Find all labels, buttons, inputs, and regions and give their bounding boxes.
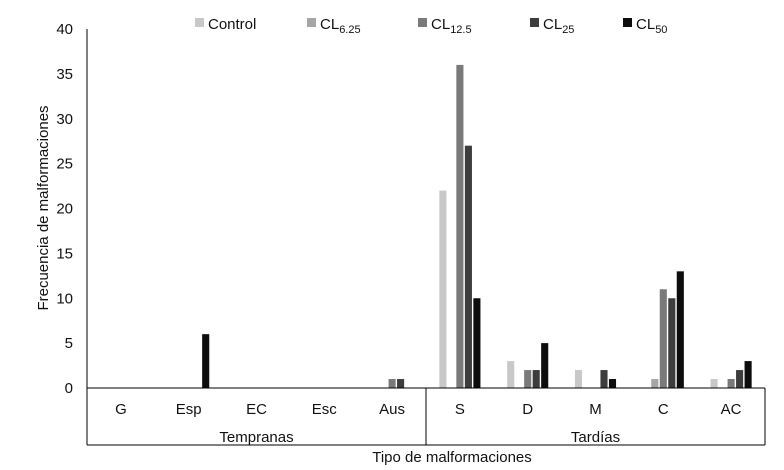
y-tick-label: 20 — [56, 201, 73, 218]
bar-CL12.5-S — [456, 64, 464, 389]
x-tick-label: Aus — [379, 401, 405, 418]
bar-CL25-Aus — [397, 379, 405, 388]
y-tick-label: 15 — [56, 245, 73, 262]
x-tick-label: EC — [246, 401, 267, 418]
x-tick-label: Esp — [176, 401, 202, 418]
bar-CL50-M — [608, 379, 617, 388]
y-axis-title: Frecuencia de malformaciones — [35, 105, 52, 310]
bar-CL25-S — [464, 145, 472, 388]
bar-CL50-AC — [744, 361, 752, 388]
x-tick-label: G — [115, 401, 127, 418]
x-axis: Tempranas Tardías G Esp EC Esc Aus S D M C AC — [87, 387, 766, 446]
bars — [202, 64, 752, 389]
bar-CL25-M — [600, 370, 608, 388]
bar-CL12.5-Aus — [388, 379, 396, 388]
bar-CL50-Esp — [202, 334, 210, 388]
bar-Control-D — [507, 361, 515, 388]
x-tick-label: Esc — [312, 401, 338, 418]
bar-Control-S — [439, 190, 447, 388]
legend-label: CL12.5 — [431, 16, 472, 36]
bar-CL6.25-C — [651, 379, 659, 388]
y-tick-label: 40 — [56, 21, 73, 38]
bar-CL50-S — [473, 298, 481, 388]
y-tick-label: 35 — [56, 66, 73, 83]
legend-label: CL25 — [543, 16, 574, 36]
bar-CL50-D — [541, 343, 549, 388]
x-axis-title: Tipo de malformaciones — [372, 449, 532, 466]
legend-swatch — [195, 18, 204, 27]
y-tick-label: 10 — [56, 290, 73, 307]
bar-CL12.5-D — [524, 370, 532, 388]
y-tick-label: 0 — [65, 380, 73, 397]
legend-label: CL50 — [636, 16, 667, 36]
y-tick-label: 5 — [65, 335, 73, 352]
legend-swatch — [418, 18, 427, 27]
legend-swatch — [307, 18, 316, 27]
y-tick-label: 30 — [56, 111, 73, 128]
legend-label: CL6.25 — [320, 16, 361, 36]
legend: Control CL6.25 CL12.5 CL25 CL50 — [195, 16, 667, 36]
x-tick-label: D — [522, 401, 533, 418]
bar-CL25-AC — [736, 370, 744, 388]
bar-CL12.5-C — [659, 289, 667, 388]
legend-swatch — [530, 18, 539, 27]
bar-CL25-D — [532, 370, 540, 388]
x-tick-label: AC — [721, 401, 742, 418]
group-label: Tardías — [571, 429, 620, 446]
group-label: Tempranas — [219, 429, 293, 446]
y-tick-label: 25 — [56, 156, 73, 173]
y-axis: 0 5 10 15 20 25 30 35 40 — [56, 21, 88, 445]
bar-CL12.5-AC — [727, 379, 735, 388]
legend-swatch — [623, 18, 632, 27]
bar-CL25-C — [668, 298, 676, 388]
bar-CL50-C — [676, 271, 684, 388]
bar-Control-AC — [710, 379, 718, 388]
legend-label: Control — [208, 16, 256, 33]
bar-Control-M — [574, 370, 583, 388]
x-tick-label: M — [589, 401, 602, 418]
x-tick-label: C — [658, 401, 669, 418]
x-tick-label: S — [455, 401, 465, 418]
